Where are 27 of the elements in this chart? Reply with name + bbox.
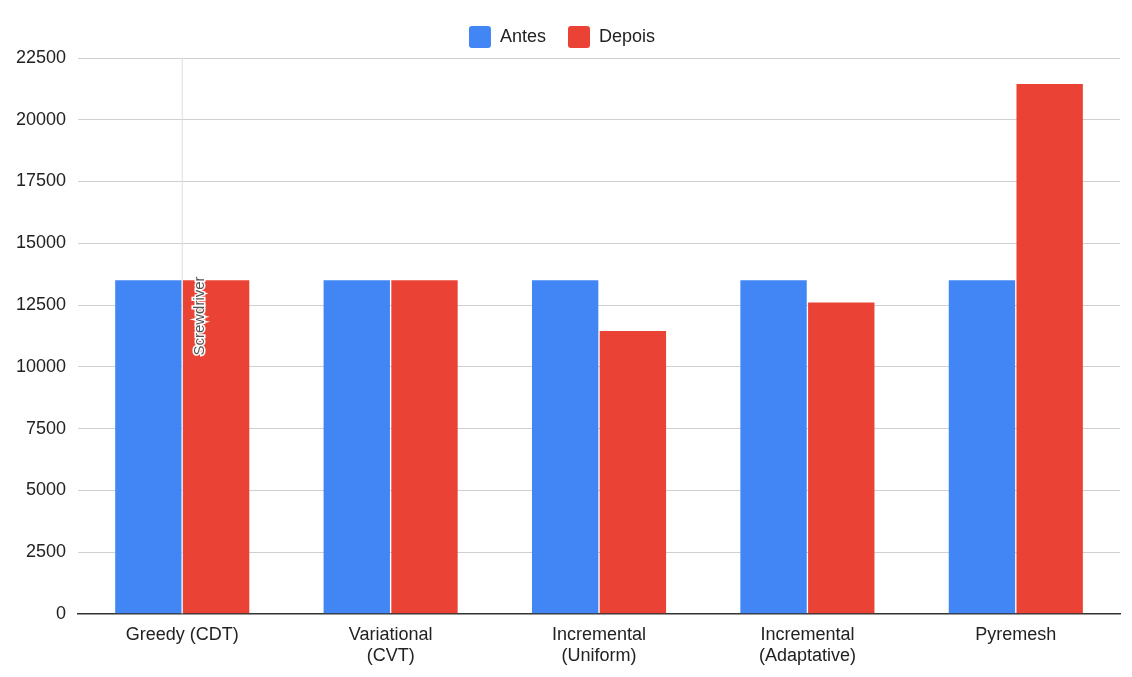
bar: [808, 302, 875, 614]
y-tick-label: 5000: [26, 479, 67, 500]
y-tick-label: 10000: [15, 355, 67, 376]
legend-label: Antes: [499, 25, 546, 46]
bar: [531, 280, 599, 614]
bar: [740, 280, 807, 614]
y-tick-label: 7500: [26, 417, 67, 438]
legend-label: Depois: [599, 25, 656, 46]
bar: [1016, 83, 1083, 614]
x-tick-label: Incremental (Uniform): [552, 623, 647, 666]
bar: [115, 280, 182, 614]
x-tick-label: Variational (CVT): [348, 623, 433, 666]
y-tick-label: 15000: [15, 232, 67, 253]
bar: [323, 280, 390, 614]
bar: [599, 330, 667, 614]
y-tick-label: 12500: [15, 293, 67, 314]
y-tick-label: 0: [56, 602, 67, 623]
x-tick-label: Pyremesh: [975, 623, 1057, 644]
x-tick-label: Incremental (Adaptative): [758, 623, 856, 666]
y-tick-label: 17500: [15, 170, 67, 191]
bar: [391, 280, 458, 614]
x-tick-label: Greedy (CDT): [125, 623, 239, 644]
y-tick-label: 20000: [15, 108, 67, 129]
y-tick-label: 22500: [15, 46, 67, 67]
y-tick-label: 2500: [26, 541, 67, 562]
ref-line-label: Screwdriver: [190, 276, 208, 356]
bar: [948, 280, 1016, 614]
